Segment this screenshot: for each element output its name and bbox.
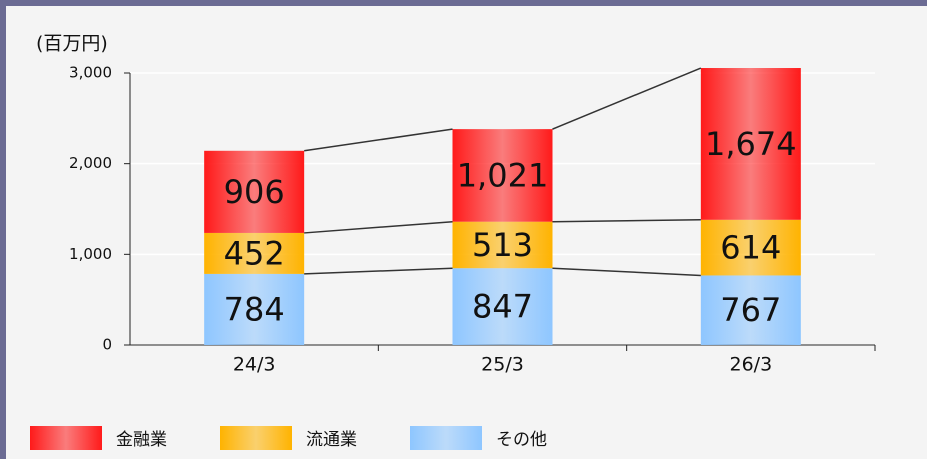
series-line <box>552 219 701 223</box>
series-line <box>304 128 453 152</box>
series-line <box>304 220 453 234</box>
frame-top <box>0 0 927 6</box>
legend-swatch <box>220 426 292 450</box>
series-line <box>552 267 701 277</box>
value-label: 1,674 <box>705 125 797 163</box>
x-tick-label: 24/3 <box>233 354 276 376</box>
bar-segment <box>204 150 305 233</box>
bar-segment <box>204 232 305 274</box>
y-tick-label: 1,000 <box>69 245 112 263</box>
legend-swatch <box>410 426 482 450</box>
legend-label: 金融業 <box>116 430 167 450</box>
y-tick-label: 2,000 <box>69 154 112 172</box>
y-axis-label: (百万円) <box>36 33 108 55</box>
bar-segment <box>700 275 801 345</box>
series-line <box>552 67 702 130</box>
value-label: 513 <box>472 226 533 264</box>
legend-label: 流通業 <box>306 430 357 450</box>
y-tick-label: 0 <box>102 336 112 354</box>
y-tick-label: 3,000 <box>69 64 112 82</box>
bar-segment <box>452 221 553 269</box>
value-label: 784 <box>224 290 285 328</box>
bar-segment <box>700 219 801 276</box>
value-label: 847 <box>472 288 533 326</box>
value-label: 452 <box>224 234 285 272</box>
value-label: 906 <box>224 173 285 211</box>
x-tick-label: 26/3 <box>729 354 772 376</box>
bar-segment <box>452 129 553 222</box>
frame-left <box>0 0 6 459</box>
value-label: 614 <box>720 229 781 267</box>
bar-segment <box>700 68 801 220</box>
bar-segment <box>452 268 553 345</box>
bar-segment <box>204 273 305 345</box>
legend-label: その他 <box>496 430 547 450</box>
value-label: 767 <box>720 291 781 329</box>
legend-swatch <box>30 426 102 450</box>
x-tick-label: 25/3 <box>481 354 524 376</box>
value-label: 1,021 <box>457 156 549 194</box>
series-line <box>304 267 453 275</box>
